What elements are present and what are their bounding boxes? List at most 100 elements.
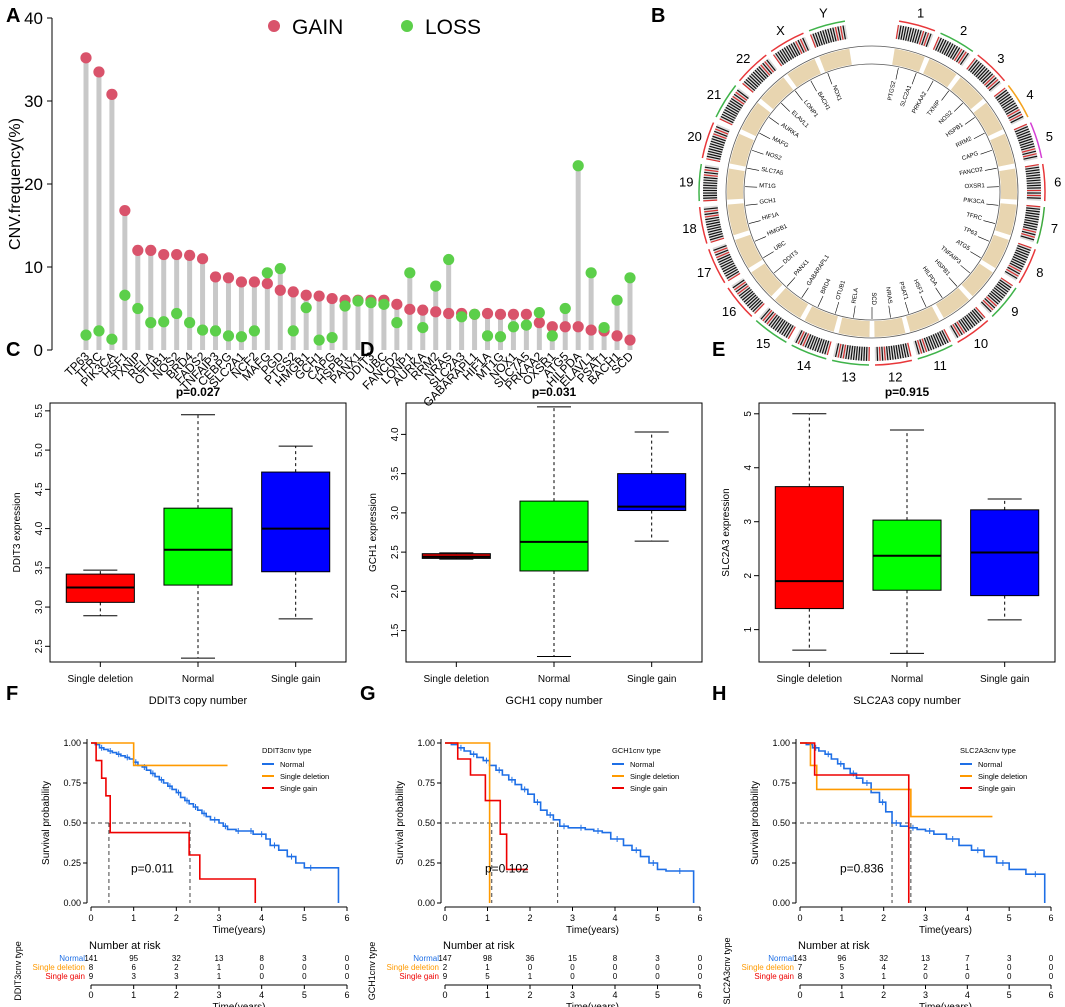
- ideogram-stripe: [766, 312, 777, 325]
- loss-point: [222, 330, 235, 342]
- gain-point: [520, 308, 532, 320]
- x-tick-label: Single gain: [980, 674, 1029, 685]
- risk-count: 13: [215, 954, 224, 963]
- risk-tick-label: 4: [612, 990, 617, 1000]
- risk-count: 0: [1049, 954, 1054, 963]
- ideogram-stripe: [822, 30, 828, 44]
- ideogram-stripe: [973, 308, 984, 320]
- x-axis-label: GCH1 copy number: [505, 695, 603, 707]
- x-axis-label: DDIT3 copy number: [149, 695, 248, 707]
- loss-point: [456, 311, 468, 323]
- risk-tick-label: 0: [797, 990, 802, 1000]
- loss-point: [274, 263, 286, 275]
- gene-label: SCD: [870, 292, 876, 305]
- ideogram-stripe: [932, 334, 940, 348]
- box: [261, 471, 331, 573]
- y-tick-label: 4.5: [34, 482, 45, 496]
- y-tick-label: 3: [743, 518, 754, 524]
- ideogram-stripe: [958, 320, 968, 333]
- ideogram-stripe: [715, 249, 729, 256]
- gene-link: [745, 203, 758, 206]
- ideogram-stripe: [748, 297, 760, 309]
- ideogram-stripe: [703, 184, 718, 187]
- risk-tick-label: 4: [259, 990, 264, 1000]
- panel-letter: A: [6, 5, 20, 27]
- ideogram-stripe: [1021, 230, 1036, 236]
- loss-point: [235, 331, 248, 343]
- ideogram-stripe: [1026, 179, 1041, 182]
- chromosome-label: 17: [697, 265, 711, 280]
- ideogram-stripe: [975, 66, 986, 78]
- gene-label: NOS2: [765, 151, 783, 162]
- risk-table-title: Number at risk: [798, 940, 870, 952]
- cnv-track: [905, 306, 940, 332]
- ideogram-stripe: [704, 214, 719, 218]
- ideogram-stripe: [1010, 260, 1024, 268]
- panel-letter: G: [360, 683, 376, 705]
- gain-point: [145, 244, 157, 256]
- chromosome-arc: [917, 344, 953, 360]
- y-tick-label: 40: [24, 9, 43, 28]
- y-axis-label: Survival probability: [750, 781, 761, 865]
- panel-a: 010203040CNV.frequency(%)TP63TFRCPIK3CAH…: [7, 9, 636, 410]
- ideogram-stripe: [1022, 150, 1037, 156]
- ideogram-stripe: [902, 343, 907, 358]
- ideogram-stripe: [811, 336, 818, 351]
- gene-label: ELAVL1: [790, 110, 810, 130]
- risk-x-axis-label: Time(years): [566, 1002, 619, 1007]
- ideogram-stripe: [966, 314, 976, 327]
- gene-label: MT1G: [759, 183, 776, 190]
- chromosome-arc: [1041, 163, 1046, 202]
- ideogram-stripe: [706, 155, 721, 160]
- risk-count: 143: [793, 954, 807, 963]
- ideogram-stripe: [962, 317, 972, 330]
- survival-curve: [445, 742, 491, 903]
- gain-point: [235, 276, 248, 288]
- chromosome-arc: [1036, 207, 1046, 244]
- risk-count: 0: [698, 972, 703, 981]
- ideogram-stripe: [990, 290, 1003, 301]
- risk-y-axis-label: DDIT3cnv type: [13, 941, 23, 1001]
- ideogram-stripe: [918, 30, 925, 45]
- ideogram-stripe: [1013, 123, 1028, 131]
- ideogram-stripe: [787, 326, 796, 340]
- ideogram-stripe: [705, 219, 720, 223]
- risk-count: 8: [259, 954, 264, 963]
- risk-row-label: Single deletion: [33, 963, 85, 972]
- survival-curve: [800, 742, 1046, 903]
- gene-link: [747, 167, 760, 171]
- ideogram-stripe: [995, 285, 1007, 295]
- gene-link: [773, 265, 784, 274]
- gain-point: [443, 307, 455, 320]
- ideogram-stripe: [1026, 184, 1041, 187]
- ideogram-stripe: [1026, 207, 1041, 210]
- ideogram-stripe: [858, 346, 861, 361]
- loss-point: [287, 325, 299, 337]
- ideogram-stripe: [842, 344, 847, 359]
- risk-tick-label: 4: [965, 990, 970, 1000]
- panel-f: 0.000.250.500.751.000 1 2 3 4 5 6Time(years)Su…: [13, 738, 350, 1007]
- box: [774, 486, 844, 610]
- risk-count: 2: [174, 963, 179, 972]
- ideogram-stripe: [993, 287, 1006, 297]
- gene-link: [970, 251, 981, 259]
- risk-tick-label: 2: [174, 990, 179, 1000]
- ideogram-stripe: [817, 31, 823, 46]
- risk-count: 7: [965, 954, 970, 963]
- loss-point: [468, 308, 481, 320]
- ideogram-stripe: [705, 216, 720, 221]
- risk-count: 1: [528, 972, 533, 981]
- risk-tick-label: 3: [570, 990, 575, 1000]
- ideogram-stripe: [1005, 106, 1019, 115]
- chromosome-arc: [991, 287, 1017, 317]
- gene-label: PIK3CA: [963, 198, 985, 206]
- gene-link: [973, 132, 985, 139]
- ideogram-stripe: [814, 337, 821, 352]
- chromosome-arc: [727, 287, 753, 317]
- loss-point: [378, 298, 390, 310]
- gene-label: TP63: [962, 227, 978, 238]
- risk-count: 0: [345, 954, 350, 963]
- chromosome-label: 11: [933, 358, 947, 373]
- y-tick-label: 0.25: [63, 858, 81, 868]
- risk-count: 3: [174, 972, 179, 981]
